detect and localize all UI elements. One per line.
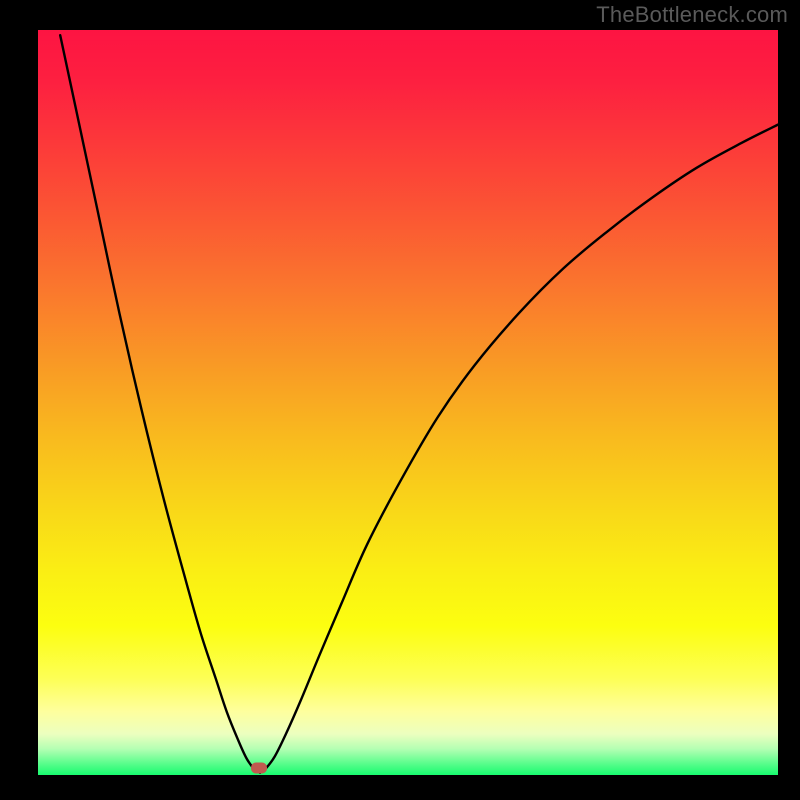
plot-area [38, 30, 778, 775]
stage: TheBottleneck.com [0, 0, 800, 800]
curve-svg [38, 30, 778, 775]
curve-left-branch [60, 35, 260, 773]
curve-right-branch [260, 125, 778, 773]
minimum-marker [251, 763, 267, 774]
watermark-label: TheBottleneck.com [596, 2, 788, 28]
